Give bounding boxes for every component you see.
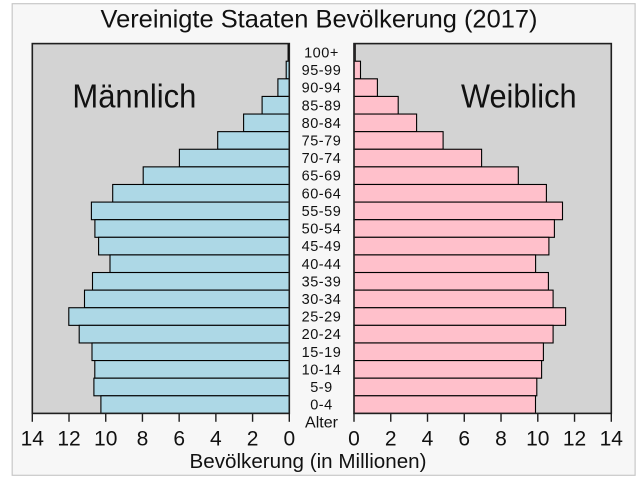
svg-text:6: 6 [458,428,470,451]
svg-text:45-49: 45-49 [302,239,342,255]
svg-text:12: 12 [563,428,586,451]
svg-text:75-79: 75-79 [302,134,342,150]
svg-text:25-29: 25-29 [302,310,342,326]
svg-text:70-74: 70-74 [302,151,342,167]
svg-text:4: 4 [422,428,434,451]
svg-text:0: 0 [348,428,360,451]
svg-text:8: 8 [495,428,507,451]
svg-text:8: 8 [137,428,149,451]
svg-text:10: 10 [526,428,549,451]
svg-text:10-14: 10-14 [302,362,342,378]
svg-text:5-9: 5-9 [310,380,333,396]
svg-text:85-89: 85-89 [302,98,342,114]
svg-text:12: 12 [57,428,80,451]
svg-text:Weiblich: Weiblich [461,79,577,116]
svg-text:4: 4 [210,428,222,451]
svg-text:55-59: 55-59 [302,204,342,220]
svg-text:14: 14 [21,428,45,451]
svg-text:95-99: 95-99 [302,63,342,79]
svg-text:15-19: 15-19 [302,345,342,361]
svg-text:Bevölkerung (in Millionen): Bevölkerung (in Millionen) [190,450,427,473]
svg-text:0-4: 0-4 [310,398,333,414]
svg-text:50-54: 50-54 [302,222,342,238]
svg-text:65-69: 65-69 [302,169,342,185]
svg-text:40-44: 40-44 [302,257,342,273]
svg-text:90-94: 90-94 [302,81,342,97]
svg-text:100+: 100+ [304,45,339,61]
svg-text:2: 2 [247,428,259,451]
svg-text:14: 14 [600,428,624,451]
svg-text:2: 2 [385,428,397,451]
svg-text:80-84: 80-84 [302,116,342,132]
svg-text:0: 0 [283,428,295,451]
svg-text:Vereinigte Staaten Bevölkerung: Vereinigte Staaten Bevölkerung (2017) [101,6,538,34]
svg-text:20-24: 20-24 [302,327,342,343]
svg-text:6: 6 [173,428,185,451]
svg-text:Alter: Alter [305,415,339,432]
svg-text:Männlich: Männlich [72,79,196,116]
svg-text:35-39: 35-39 [302,274,342,290]
svg-text:30-34: 30-34 [302,292,342,308]
svg-text:10: 10 [94,428,117,451]
svg-text:60-64: 60-64 [302,186,342,202]
